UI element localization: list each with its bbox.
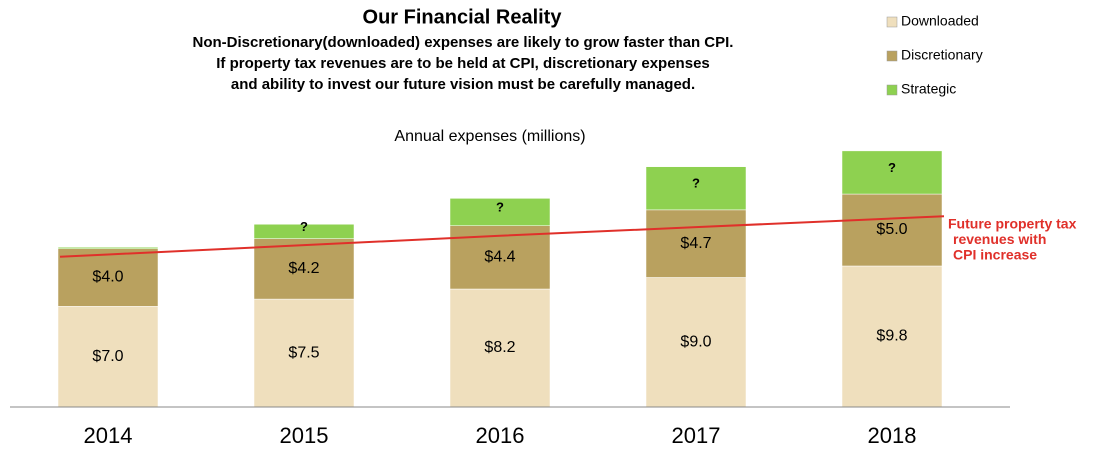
cpi-line-extension: [891, 215, 945, 220]
subtitle: Non-Discretionary(downloaded) expenses a…: [193, 34, 734, 51]
subtitle: and ability to invest our future vision …: [231, 76, 695, 93]
data-label: $8.2: [484, 339, 515, 356]
legend-swatch: [886, 50, 898, 62]
legend-label: Downloaded: [901, 13, 979, 29]
legend-label: Strategic: [901, 81, 956, 97]
bar-segment: [449, 225, 551, 290]
annotation: revenues with: [953, 231, 1046, 247]
data-label: $5.0: [876, 221, 907, 238]
legend-label: Discretionary: [901, 47, 983, 63]
data-label: ?: [496, 199, 504, 214]
x-tick-label: 2015: [280, 423, 329, 448]
data-label: $4.7: [680, 235, 711, 252]
cpi-line-extension: [59, 253, 109, 258]
bar-segment: [57, 248, 159, 307]
x-tick-label: 2014: [84, 423, 133, 448]
bar-segment: [449, 198, 551, 226]
x-tick-label: 2018: [868, 423, 917, 448]
bar-segment: [841, 193, 943, 267]
bar-segment: [645, 166, 747, 211]
annotation: Future property tax: [948, 216, 1077, 232]
data-label: ?: [692, 176, 700, 191]
legend-swatch: [886, 16, 898, 28]
cpi-line: [107, 217, 893, 256]
legend-swatch: [886, 84, 898, 96]
data-label: $9.0: [680, 333, 711, 350]
data-label: $4.0: [92, 269, 123, 286]
bar-segment: [253, 224, 355, 239]
data-label: $7.5: [288, 344, 319, 361]
data-label: ?: [300, 219, 308, 234]
data-label: $4.2: [288, 260, 319, 277]
bar-segment: [253, 238, 355, 300]
data-label: ?: [888, 160, 896, 175]
subtitle: If property tax revenues are to be held …: [216, 55, 710, 72]
x-tick-label: 2017: [672, 423, 721, 448]
bar-segment: [57, 306, 159, 408]
bar-segment: [841, 150, 943, 195]
bar-segment: [645, 209, 747, 278]
axis-title: Annual expenses (millions): [394, 128, 585, 145]
chart-title: Our Financial Reality: [363, 6, 563, 28]
data-label: $4.4: [484, 249, 515, 266]
x-tick-label: 2016: [476, 423, 525, 448]
data-label: $7.0: [92, 348, 123, 365]
bar-segment: [57, 247, 159, 249]
bar-segment: [645, 277, 747, 408]
data-label: $9.8: [876, 328, 907, 345]
annotation: CPI increase: [953, 247, 1037, 263]
